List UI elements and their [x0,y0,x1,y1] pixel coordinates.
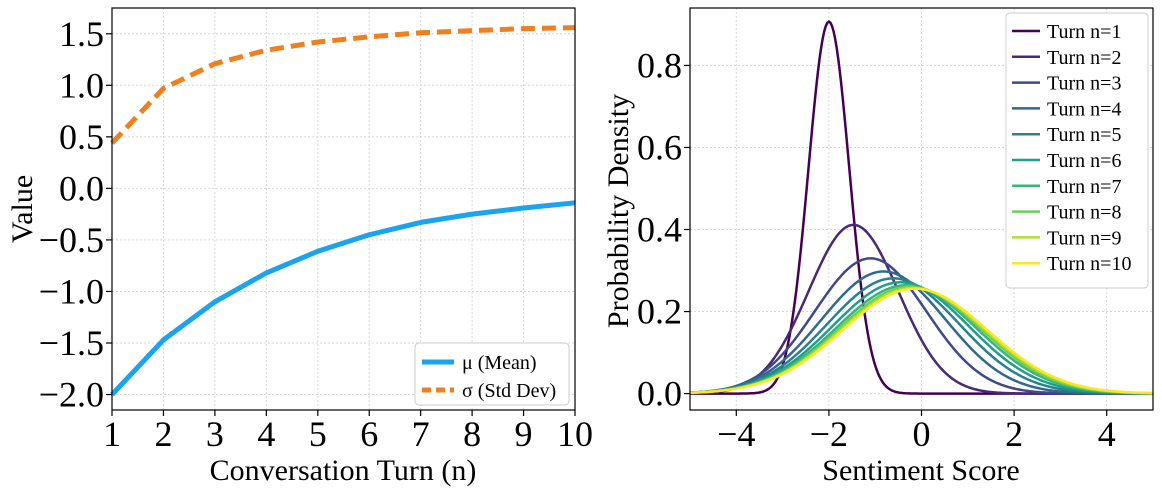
left-y-tick-label: 0.5 [59,117,104,157]
legend-label-turn-6: Turn n=6 [1047,150,1121,172]
mean-std-chart: 1 2 3 4 5 6 7 8 9 10 1.5 1.0 0.5 0.0 −0.5 −1.0 −1.5 −2.0… [6,7,593,487]
left-x-ticks: 1 2 3 4 5 6 7 8 9 10 [103,410,593,454]
legend-label-turn-8: Turn n=8 [1047,202,1121,224]
left-x-tick-label: 6 [360,414,378,454]
left-y-axis-label: Value [6,175,39,243]
left-y-tick-label: −2.0 [39,375,104,415]
right-x-ticks: −4 −2 0 2 4 [717,410,1116,454]
right-y-tick-label: 0.6 [637,127,682,167]
right-x-axis-label: Sentiment Score [822,454,1019,487]
left-legend: μ (Mean) σ (Std Dev) [414,342,570,406]
right-y-tick-label: 0.0 [637,374,682,414]
left-axes-frame [111,7,576,411]
right-legend-box [1005,12,1149,289]
legend-label-turn-2: Turn n=2 [1047,47,1121,69]
left-x-tick-label: 9 [515,414,533,454]
left-y-ticks: 1.5 1.0 0.5 0.0 −0.5 −1.0 −1.5 −2.0 [39,14,112,415]
left-y-tick-label: −1.0 [39,271,104,311]
left-x-tick-label: 1 [103,414,121,454]
left-x-tick-label: 8 [463,414,481,454]
mean-line [110,200,576,397]
left-y-tick-label: 1.0 [59,65,104,105]
std-dev-line [110,25,576,145]
left-series [110,25,576,397]
legend-label-turn-9: Turn n=9 [1047,227,1121,249]
left-x-tick-label: 7 [412,414,430,454]
left-x-tick-label: 4 [257,414,275,454]
legend-label-turn-1: Turn n=1 [1047,21,1121,43]
legend-label-turn-7: Turn n=7 [1047,176,1121,198]
legend-label-turn-3: Turn n=3 [1047,73,1121,95]
legend-std-label: σ (Std Dev) [462,380,556,402]
left-x-tick-label: 5 [309,414,327,454]
legend-mean-label: μ (Mean) [462,352,537,374]
right-x-tick-label: −2 [810,414,848,454]
left-x-tick-label: 2 [154,414,172,454]
right-y-axis-label: Probability Density [602,94,635,328]
density-chart: −4 −2 0 2 4 0.80.60.40.20.0 Sentiment Score … [602,7,1154,487]
right-x-tick-label: 0 [913,414,931,454]
right-y-tick-label: 0.4 [637,210,682,250]
left-y-tick-label: −1.5 [39,323,104,363]
left-x-tick-label: 10 [557,414,593,454]
left-y-tick-label: 0.0 [59,168,104,208]
right-x-tick-label: 4 [1098,414,1116,454]
legend-label-turn-4: Turn n=4 [1047,98,1121,120]
right-series [689,20,1154,395]
legend-label-turn-10: Turn n=10 [1047,253,1131,275]
right-y-tick-label: 0.8 [637,45,682,85]
left-x-axis-label: Conversation Turn (n) [210,454,477,487]
right-x-tick-label: 2 [1005,414,1023,454]
right-y-tick-label: 0.2 [637,292,682,332]
left-x-tick-label: 3 [206,414,224,454]
right-legend: Turn n=1 Turn n=2 Turn n=3 Turn n=4 Turn n=5… [1005,12,1149,289]
right-x-tick-label: −4 [717,414,755,454]
left-y-tick-label: −0.5 [39,220,104,260]
legend-label-turn-5: Turn n=5 [1047,124,1121,146]
density-curve-turn-4 [689,270,1153,395]
right-y-ticks: 0.8 0.6 0.4 0.2 0.0 [637,45,690,414]
left-y-tick-label: 1.5 [59,14,104,54]
density-curve-turn-10 [689,287,1154,395]
